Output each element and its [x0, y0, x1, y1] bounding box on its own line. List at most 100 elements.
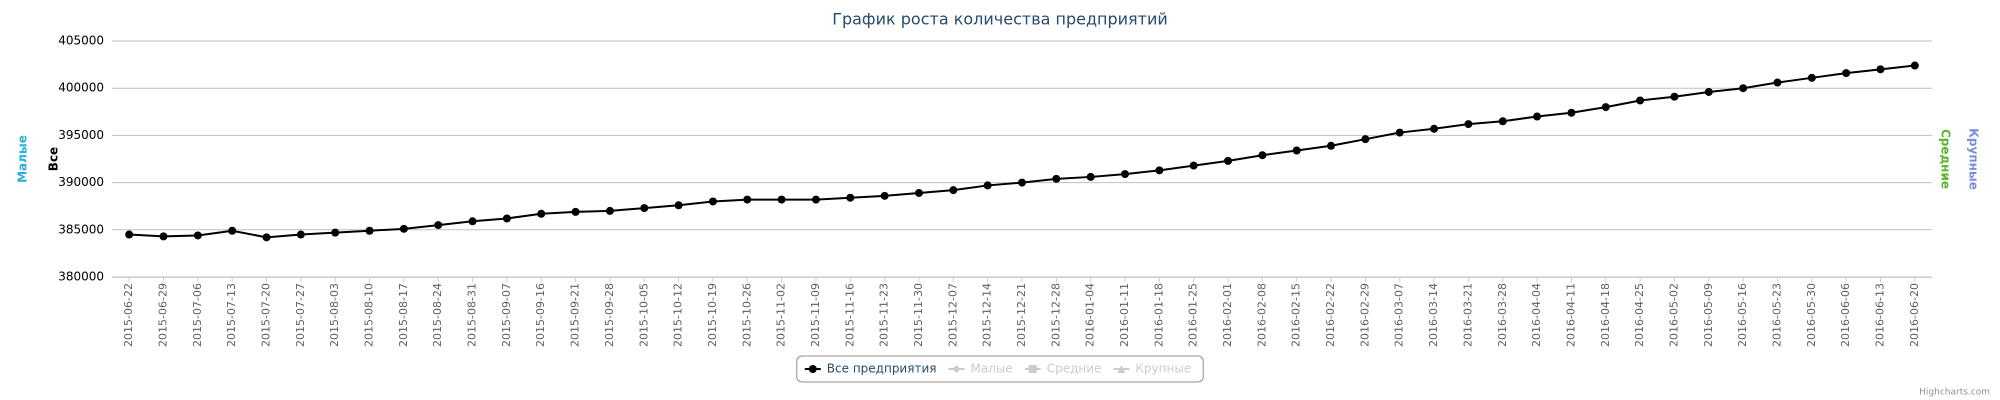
x-tick-label: 2015-11-09 — [809, 283, 822, 347]
x-tick-label: 2015-07-27 — [294, 283, 307, 347]
point — [1155, 166, 1164, 175]
x-tick-label: 2015-08-17 — [397, 283, 410, 347]
point — [811, 195, 820, 204]
point — [1189, 161, 1198, 170]
y-tick-label: 390000 — [58, 175, 104, 189]
x-tick-label: 2016-01-18 — [1152, 283, 1165, 347]
x-tick-label: 2016-03-14 — [1427, 283, 1440, 347]
chart-title: График роста количества предприятий — [832, 10, 1168, 29]
point — [1533, 112, 1542, 121]
legend-item[interactable]: Крупные — [1135, 362, 1191, 376]
x-tick-label: 2016-02-29 — [1358, 283, 1371, 347]
x-tick-label: 2015-12-28 — [1049, 283, 1062, 347]
point — [434, 221, 443, 230]
x-tick-label: 2015-10-26 — [740, 283, 753, 347]
point — [1121, 170, 1130, 179]
x-tick-label: 2016-02-15 — [1290, 283, 1303, 347]
point — [1876, 65, 1885, 74]
point — [228, 226, 237, 235]
x-tick-label: 2015-10-19 — [706, 283, 719, 347]
point — [1361, 135, 1370, 144]
point — [1327, 141, 1336, 150]
point — [1086, 172, 1095, 181]
point — [1704, 87, 1713, 96]
point — [365, 226, 374, 235]
x-tick-label: 2015-08-03 — [328, 283, 341, 347]
point — [777, 195, 786, 204]
axis-title: Все — [47, 147, 61, 171]
point — [571, 207, 580, 216]
y-tick-label: 385000 — [58, 222, 104, 236]
legend-symbol — [1117, 365, 1126, 373]
axis-title: Малые — [16, 135, 30, 183]
x-tick-label: 2015-11-16 — [843, 283, 856, 347]
axis-title: Крупные — [1967, 128, 1981, 190]
x-tick-label: 2015-06-22 — [122, 283, 135, 347]
y-tick-label: 400000 — [58, 81, 104, 95]
point — [125, 230, 134, 239]
x-tick-label: 2015-11-02 — [775, 283, 788, 347]
x-tick-label: 2016-01-04 — [1084, 283, 1097, 347]
x-tick-label: 2015-08-31 — [466, 283, 479, 347]
point — [1224, 156, 1233, 165]
point — [1498, 117, 1507, 126]
x-tick-label: 2016-05-02 — [1667, 283, 1680, 347]
point — [262, 233, 271, 242]
point — [1292, 146, 1301, 155]
point — [674, 201, 683, 210]
point — [1636, 96, 1645, 105]
x-tick-label: 2015-11-23 — [878, 283, 891, 347]
point — [399, 224, 408, 233]
point — [1773, 78, 1782, 87]
point — [1430, 124, 1439, 133]
point — [640, 204, 649, 213]
x-tick-label: 2016-06-06 — [1839, 283, 1852, 347]
x-tick-label: 2016-04-18 — [1599, 283, 1612, 347]
point — [1018, 178, 1026, 187]
x-tick-label: 2016-02-22 — [1324, 283, 1337, 347]
point — [1910, 61, 1919, 70]
point — [193, 231, 202, 240]
x-tick-label: 2016-01-25 — [1187, 283, 1200, 347]
y-tick-label: 405000 — [58, 34, 104, 48]
point — [296, 230, 305, 239]
point — [1567, 108, 1576, 117]
x-tick-label: 2016-02-01 — [1221, 283, 1234, 347]
credits[interactable]: Highcharts.com — [1919, 388, 1990, 398]
legend-symbol — [952, 365, 961, 373]
point — [1739, 84, 1748, 93]
point — [983, 181, 992, 190]
legend-item[interactable]: Малые — [970, 362, 1012, 376]
point — [880, 191, 889, 200]
legend-symbol — [808, 365, 817, 373]
point — [1670, 92, 1679, 101]
point — [1807, 73, 1816, 82]
legend-item[interactable]: Все предприятия — [827, 362, 937, 376]
legend-symbol — [1028, 365, 1037, 373]
point — [502, 214, 511, 223]
legend-item[interactable]: Средние — [1047, 362, 1102, 376]
x-tick-label: 2015-12-07 — [946, 283, 959, 347]
x-tick-label: 2015-09-07 — [500, 283, 513, 347]
point — [1842, 69, 1851, 78]
x-tick-label: 2015-09-16 — [534, 283, 547, 347]
legend: Все предприятия Малые Средние Крупные — [804, 362, 1191, 376]
point — [914, 188, 923, 197]
y-tick-label: 380000 — [58, 270, 104, 284]
x-tick-label: 2015-12-21 — [1015, 283, 1028, 347]
x-tick-label: 2015-09-28 — [603, 283, 616, 347]
x-tick-label: 2015-06-29 — [157, 283, 170, 347]
x-tick-label: 2015-08-10 — [363, 283, 376, 347]
point — [1601, 103, 1610, 112]
point — [468, 217, 477, 226]
x-tick-label: 2015-07-06 — [191, 283, 204, 347]
x-tick-label: 2016-03-07 — [1393, 283, 1406, 347]
point — [1258, 151, 1267, 160]
x-tick-label: 2016-04-04 — [1530, 283, 1543, 347]
x-tick-label: 2015-08-24 — [431, 283, 444, 347]
x-tick-label: 2016-05-16 — [1736, 283, 1749, 347]
x-tick-label: 2016-06-20 — [1908, 283, 1921, 347]
point — [1395, 128, 1404, 137]
point — [159, 232, 168, 241]
point — [949, 186, 958, 195]
